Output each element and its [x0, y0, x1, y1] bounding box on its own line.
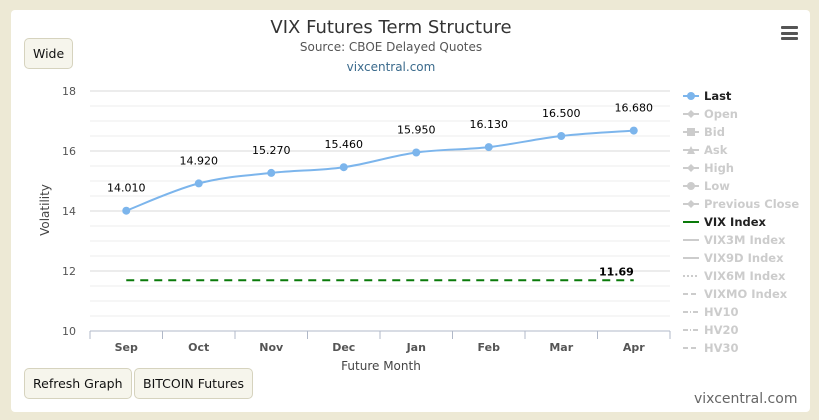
y-tick-label: 10	[62, 325, 76, 338]
legend-symbol-icon	[683, 221, 699, 223]
y-axis-label: Volatility	[38, 184, 52, 236]
data-label: 15.950	[397, 124, 436, 137]
x-tick-label: Feb	[478, 341, 501, 354]
legend-label: VIX6M Index	[704, 269, 786, 283]
x-tick-label: Sep	[115, 341, 138, 354]
x-axis: Sep Oct Nov Dec Jan Feb Mar Apr	[89, 331, 671, 354]
legend-label: VIXMO Index	[704, 287, 788, 301]
hamburger-menu-icon[interactable]	[781, 26, 798, 40]
y-tick-label: 14	[62, 205, 76, 218]
data-label: 15.460	[325, 138, 364, 151]
legend-symbol-icon	[683, 293, 699, 295]
legend-symbol-icon	[683, 311, 699, 313]
data-label: 16.680	[615, 102, 654, 115]
legend-item[interactable]: Bid	[683, 123, 813, 141]
legend-symbol-icon	[683, 164, 699, 172]
last-series-line	[125, 129, 634, 212]
data-labels: 14.010 14.920 15.270 15.460 15.950 16.130 16.5…	[107, 102, 653, 195]
legend-item[interactable]: Low	[683, 177, 813, 195]
legend-symbol-icon	[683, 329, 699, 331]
data-point	[484, 143, 493, 152]
legend-label: Low	[704, 179, 730, 193]
legend-label: VIX Index	[704, 215, 766, 229]
legend-item[interactable]: High	[683, 159, 813, 177]
legend-symbol-icon	[683, 92, 699, 100]
legend-item[interactable]: HV10	[683, 303, 813, 321]
legend-item[interactable]: VIX9D Index	[683, 249, 813, 267]
x-tick-label: Apr	[623, 341, 645, 354]
data-label: 16.500	[542, 107, 581, 120]
legend-symbol-icon	[683, 146, 699, 154]
legend-label: Open	[704, 107, 738, 121]
legend-label: HV20	[704, 323, 739, 337]
grid-lines	[90, 90, 670, 332]
series-last	[122, 126, 638, 215]
x-tick-label: Oct	[188, 341, 209, 354]
legend-item[interactable]: VIX3M Index	[683, 231, 813, 249]
legend-label: Bid	[704, 125, 725, 139]
legend-item[interactable]: Last	[683, 87, 813, 105]
data-label: 16.130	[470, 118, 509, 131]
data-label: 14.010	[107, 182, 146, 195]
source-link[interactable]: vixcentral.com	[346, 60, 436, 74]
legend-item[interactable]: Ask	[683, 141, 813, 159]
legend-item[interactable]: Open	[683, 105, 813, 123]
legend-item[interactable]: VIXMO Index	[683, 285, 813, 303]
legend-symbol-icon	[683, 275, 699, 277]
data-point	[412, 148, 421, 157]
legend-label: HV30	[704, 341, 739, 355]
legend-label: High	[704, 161, 734, 175]
chart-title: VIX Futures Term Structure	[270, 17, 512, 38]
x-tick-label: Nov	[259, 341, 284, 354]
data-label: 15.270	[252, 144, 291, 157]
legend-label: Previous Close	[704, 197, 800, 211]
data-point	[629, 126, 638, 135]
refresh-graph-button[interactable]: Refresh Graph	[24, 368, 132, 399]
legend-label: VIX9D Index	[704, 251, 784, 265]
watermark: vixcentral.com	[694, 391, 798, 407]
x-tick-label: Mar	[549, 341, 573, 354]
legend-label: VIX3M Index	[704, 233, 786, 247]
data-label: 14.920	[180, 154, 219, 167]
vix-index-label: 11.69	[599, 265, 634, 278]
x-tick-label: Jan	[406, 341, 426, 354]
y-tick-label: 18	[62, 85, 76, 98]
legend-item[interactable]: Previous Close	[683, 195, 813, 213]
y-axis-ticks: 10 12 14 16 18	[62, 85, 76, 338]
legend-symbol-icon	[683, 182, 699, 190]
series-vix-index: 11.69	[126, 265, 634, 282]
legend-symbol-icon	[683, 239, 699, 241]
legend-item[interactable]: VIX Index	[683, 213, 813, 231]
legend-item[interactable]: HV20	[683, 321, 813, 339]
chart-subtitle: Source: CBOE Delayed Quotes	[299, 40, 483, 54]
legend-label: HV10	[704, 305, 739, 319]
wide-button[interactable]: Wide	[24, 38, 74, 69]
y-tick-label: 12	[62, 265, 76, 278]
x-axis-label: Future Month	[341, 359, 421, 373]
data-point	[557, 132, 566, 140]
chart-legend: Last Open Bid Ask High Low Previous Close VIX I…	[683, 87, 813, 357]
legend-symbol-icon	[683, 110, 699, 118]
legend-item[interactable]: VIX6M Index	[683, 267, 813, 285]
legend-symbol-icon	[683, 347, 699, 349]
data-point	[339, 163, 348, 172]
x-tick-label: Dec	[332, 341, 355, 354]
legend-symbol-icon	[683, 200, 699, 208]
legend-symbol-icon	[683, 257, 699, 259]
data-point	[267, 168, 276, 177]
data-point	[194, 179, 203, 188]
data-point	[122, 206, 131, 215]
legend-item[interactable]: HV30	[683, 339, 813, 357]
legend-symbol-icon	[683, 128, 699, 136]
legend-label: Last	[704, 89, 732, 103]
legend-label: Ask	[704, 143, 728, 157]
y-tick-label: 16	[62, 145, 76, 158]
bitcoin-futures-button[interactable]: BITCOIN Futures	[134, 368, 254, 399]
